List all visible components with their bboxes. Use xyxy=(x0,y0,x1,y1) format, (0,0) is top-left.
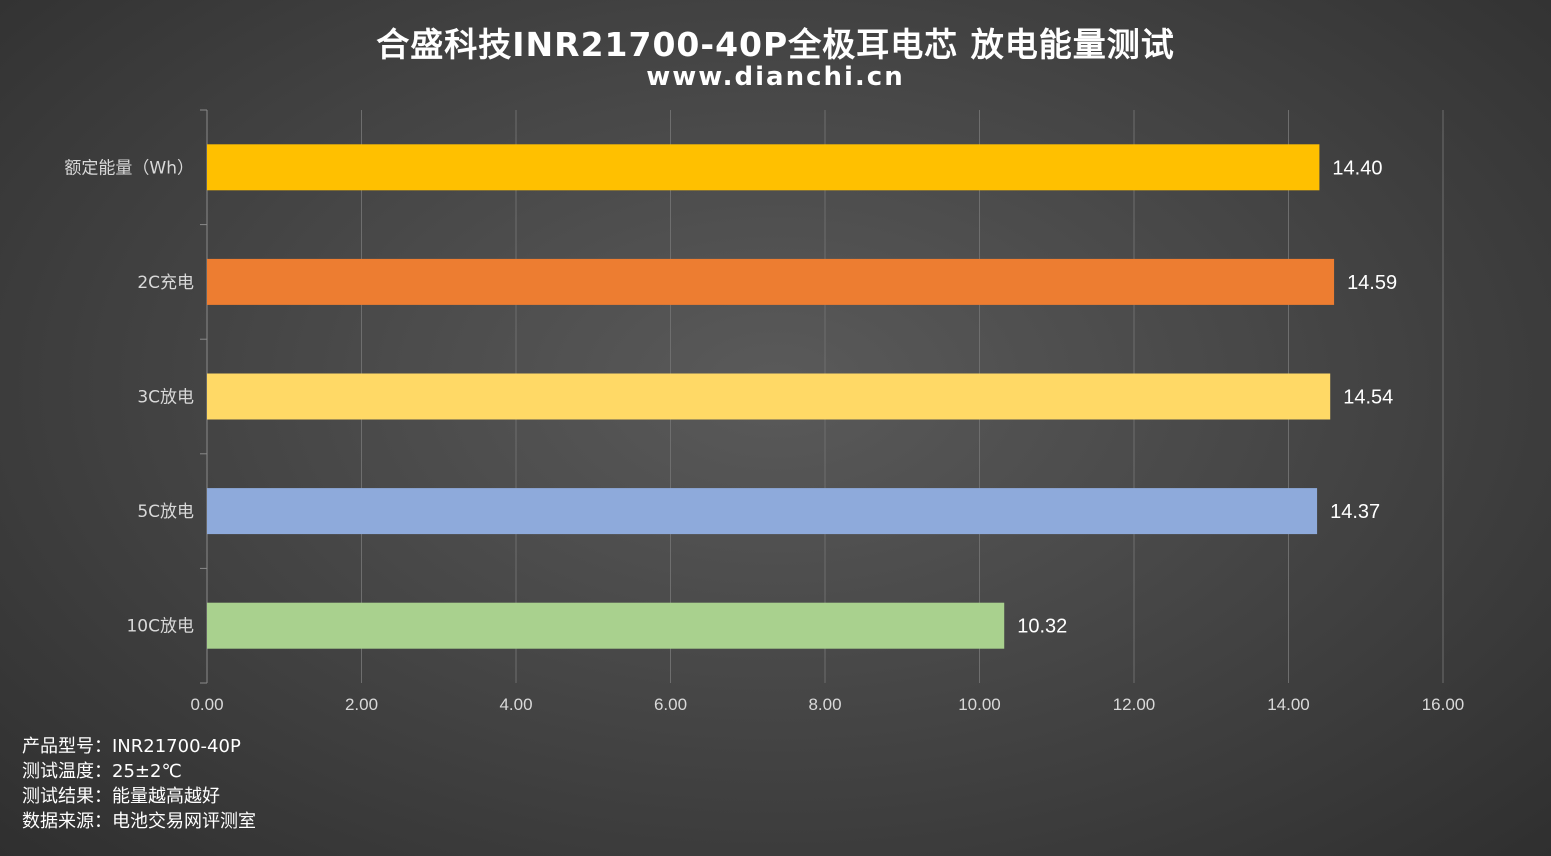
chart-subtitle: www.dianchi.cn xyxy=(646,62,905,92)
data-label: 14.40 xyxy=(1332,157,1382,179)
category-label: 3C放电 xyxy=(137,388,194,408)
category-label: 2C充电 xyxy=(137,273,194,293)
x-tick-label: 6.00 xyxy=(654,695,687,714)
note-model: 产品型号：INR21700-40P xyxy=(22,736,241,757)
data-label: 14.59 xyxy=(1347,272,1397,294)
notes-block: 产品型号：INR21700-40P 测试温度：25±2℃ 测试结果：能量越高越好… xyxy=(22,734,256,834)
note-source: 数据来源：电池交易网评测室 xyxy=(22,811,256,832)
data-label: 14.37 xyxy=(1330,501,1380,523)
bar xyxy=(207,602,1005,649)
bars xyxy=(207,144,1335,649)
bar xyxy=(207,258,1335,305)
x-tick-label: 14.00 xyxy=(1267,695,1310,714)
chart-title: 合盛科技INR21700-40P全极耳电芯 放电能量测试 xyxy=(376,25,1175,64)
data-label: 10.32 xyxy=(1017,616,1067,638)
category-label: 10C放电 xyxy=(126,617,194,637)
x-tick-label: 12.00 xyxy=(1113,695,1156,714)
x-tick-label: 8.00 xyxy=(808,695,841,714)
y-axis xyxy=(200,109,208,684)
note-temperature: 测试温度：25±2℃ xyxy=(22,761,182,782)
x-tick-label: 10.00 xyxy=(958,695,1001,714)
note-result: 测试结果：能量越高越好 xyxy=(22,786,220,807)
labels: 0.00 2.00 4.00 6.00 8.00 10.00 12.00 14.00 16.00… xyxy=(64,157,1464,714)
data-label: 14.54 xyxy=(1343,387,1393,409)
category-label: 额定能量（Wh） xyxy=(64,158,194,178)
x-tick-label: 0.00 xyxy=(190,695,223,714)
bar xyxy=(207,144,1320,191)
x-tick-label: 2.00 xyxy=(345,695,378,714)
category-label: 5C放电 xyxy=(137,502,194,522)
bar xyxy=(207,373,1331,420)
x-tick-label: 16.00 xyxy=(1422,695,1465,714)
x-tick-label: 4.00 xyxy=(499,695,532,714)
bar xyxy=(207,488,1318,535)
